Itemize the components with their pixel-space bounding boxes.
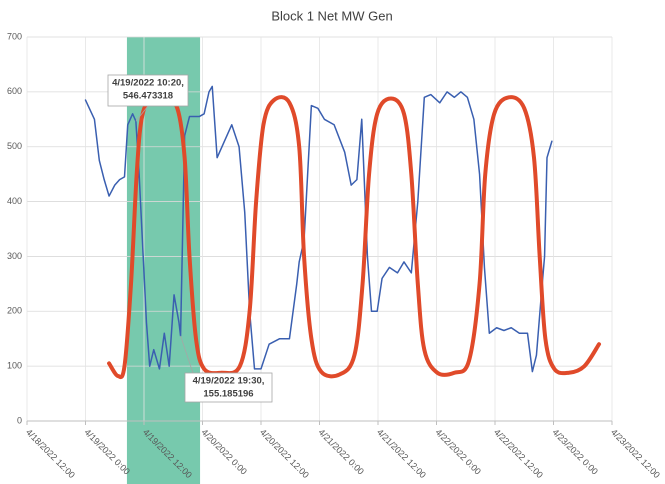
annotation-leader [135,105,149,122]
annotation-text: 546.473318 [123,91,173,102]
x-tick-label: 4/19/2022 0:00 [82,427,132,477]
y-tick-label: 400 [7,196,22,206]
annotation-box [107,74,189,107]
line [107,94,601,380]
chart-title: Block 1 Net MW Gen [271,8,392,23]
x-tick-label: 4/18/2022 12:00 [24,427,77,480]
y-tick-label: 600 [7,86,22,96]
x-tick-label: 4/21/2022 12:00 [375,427,428,480]
x-tick-label: 4/21/2022 0:00 [316,427,366,477]
y-tick-label: 700 [7,31,22,41]
annotation-text: 4/19/2022 19:30, [193,376,265,387]
line [84,85,553,373]
y-tick-label: 500 [7,141,22,151]
x-tick-label: 4/22/2022 12:00 [492,427,545,480]
y-tick-label: 300 [7,251,22,261]
y-tick-label: 100 [7,361,22,371]
x-tick-label: 4/20/2022 0:00 [199,427,249,477]
y-tick-label: 0 [17,415,22,425]
annotation-box [184,372,273,403]
annotation-leader [180,335,194,374]
y-tick-label: 200 [7,306,22,316]
x-tick-label: 4/23/2022 0:00 [550,427,600,477]
x-tick-label: 4/23/2022 12:00 [609,427,662,480]
x-tick-label: 4/20/2022 12:00 [258,427,311,480]
annotation-text: 155.185196 [203,389,253,400]
annotation-text: 4/19/2022 10:20, [112,78,184,89]
x-tick-label: 4/22/2022 0:00 [433,427,483,477]
